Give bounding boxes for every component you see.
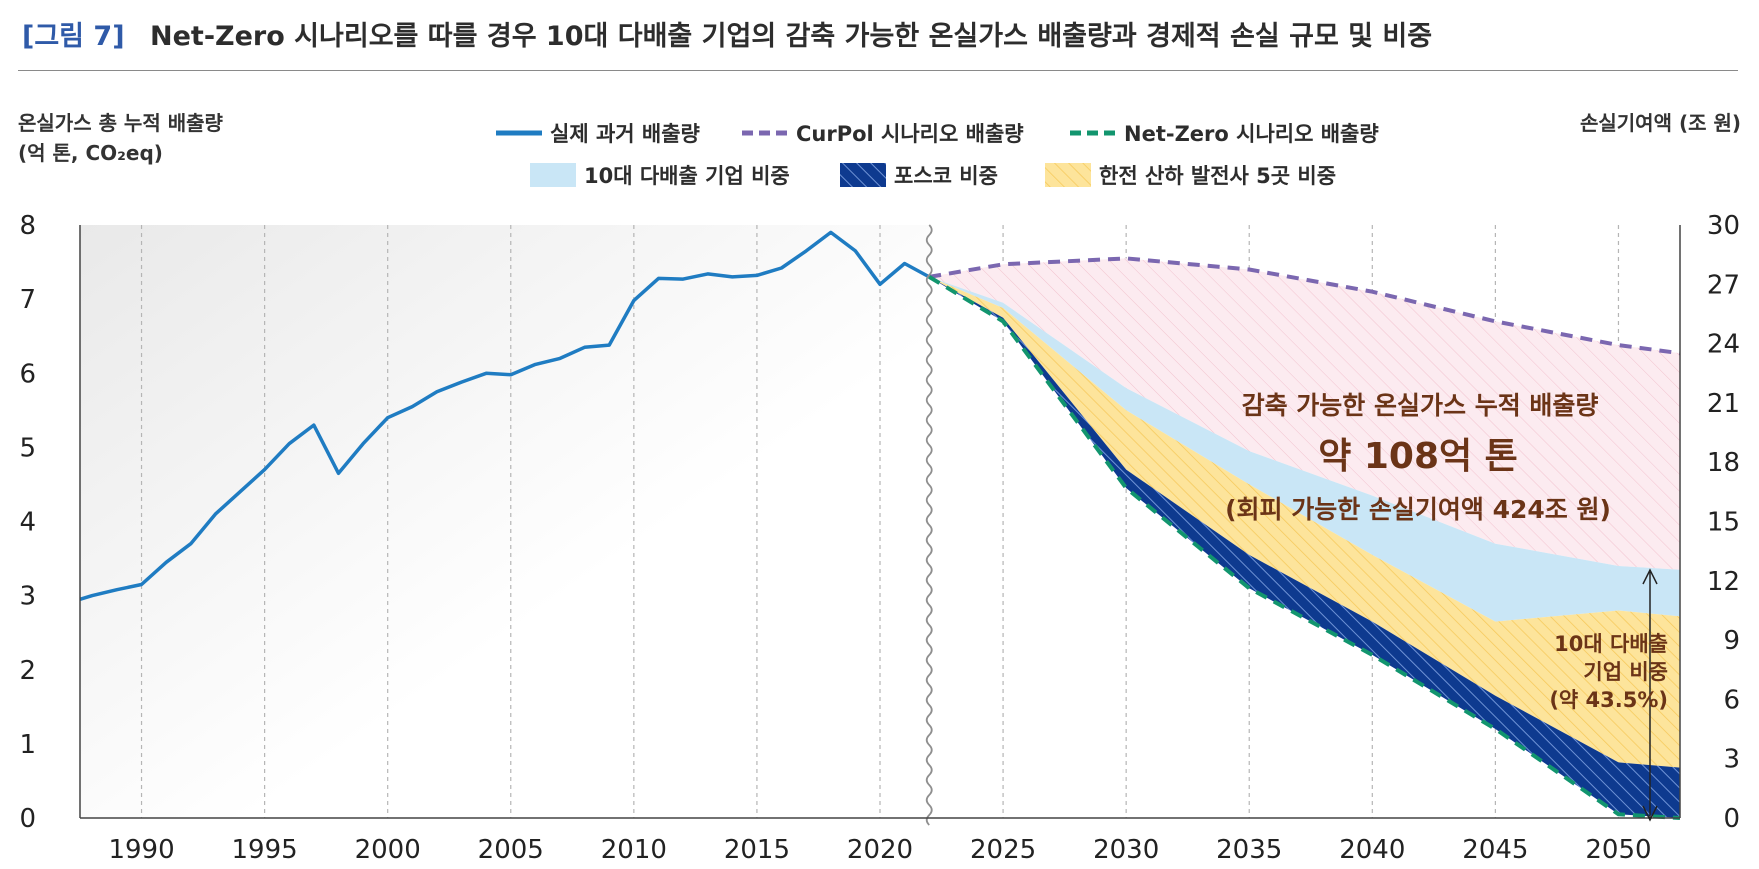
y-tick-5: 5 [19,433,36,463]
tick-labels: 1990 1995 2000 2005 2010 2015 2020 2025 2030 2035… [19,211,1740,865]
y2-tick-3: 3 [1723,745,1740,775]
legend-swatch-kepco [1045,163,1091,187]
x-tick-2050: 2050 [1585,835,1651,865]
y-tick-3: 3 [19,582,36,612]
x-tick-2040: 2040 [1339,835,1405,865]
legend-swatch-posco [840,163,886,187]
legend-label-netzero: Net-Zero 시나리오 배출량 [1124,122,1379,146]
y2-tick-18: 18 [1707,448,1740,478]
y2-tick-24: 24 [1707,330,1740,360]
x-tick-2020: 2020 [847,835,913,865]
legend-label-top10: 10대 다배출 기업 비중 [584,164,790,188]
plot-shade [80,225,930,818]
x-tick-1990: 1990 [108,835,174,865]
y2-tick-27: 27 [1707,270,1740,300]
share-areas [929,258,1680,818]
y2-tick-15: 15 [1707,508,1740,538]
share-arrow-head-bottom [1642,805,1658,822]
legend-swatch-top10 [530,163,576,187]
curpol-scenario-line [928,256,1681,356]
posco-share-area [929,276,1680,818]
series-lines [79,224,1681,826]
legend-label-kepco: 한전 산하 발전사 5곳 비중 [1099,164,1336,188]
y-tick-4: 4 [19,508,36,538]
x-tick-2000: 2000 [355,835,421,865]
share-label-line1: 10대 다배출 [1554,632,1668,656]
x-tick-2015: 2015 [724,835,790,865]
top10-share-area [929,276,1680,622]
x-tick-2005: 2005 [478,835,544,865]
y2-tick-21: 21 [1707,389,1740,419]
y-tick-6: 6 [19,359,36,389]
avoidable-subtitle: (회피 가능한 손실기여액 424조 원) [1225,495,1611,524]
left-axis-title-line2: (억 톤, CO₂eq) [18,141,163,165]
actual-emissions-line [79,230,931,601]
share-label-line3: (약 43.5%) [1549,688,1668,712]
netzero-scenario-line [928,275,1681,820]
x-tick-2045: 2045 [1462,835,1528,865]
x-tick-2035: 2035 [1216,835,1282,865]
y2-tick-9: 9 [1723,626,1740,656]
legend-label-curpol: CurPol 시나리오 배출량 [796,122,1024,146]
y2-tick-30: 30 [1707,211,1740,241]
left-axis-title: 온실가스 총 누적 배출량 (억 톤, CO₂eq) [18,108,223,168]
y-tick-7: 7 [19,285,36,315]
left-axis-title-line1: 온실가스 총 누적 배출량 [18,111,223,135]
x-tick-2030: 2030 [1093,835,1159,865]
kepco-share-area [929,276,1680,768]
axis-break-line [925,224,933,826]
y-tick-2: 2 [19,656,36,686]
avoidable-title: 감축 가능한 온실가스 누적 배출량 [1242,391,1599,420]
y2-tick-6: 6 [1723,685,1740,715]
figure-label: [그림 7] [22,21,125,52]
y-tick-0: 0 [19,804,36,834]
plot-background [80,225,930,818]
x-tick-2025: 2025 [970,835,1036,865]
share-label-line2: 기업 비중 [1583,660,1668,684]
x-tick-2010: 2010 [601,835,667,865]
y-tick-8: 8 [19,211,36,241]
legend-label-actual: 실제 과거 배출량 [550,122,700,146]
title-bar: [그림 7] Net-Zero 시나리오를 따를 경우 10대 다배출 기업의 … [18,8,1738,71]
figure-title: Net-Zero 시나리오를 따를 경우 10대 다배출 기업의 감축 가능한 … [150,21,1433,52]
x-tick-1995: 1995 [232,835,298,865]
y2-tick-0: 0 [1723,804,1740,834]
y2-tick-12: 12 [1707,567,1740,597]
legend-label-posco: 포스코 비중 [894,164,998,188]
share-arrow-head-top [1642,568,1658,585]
right-axis-title: 손실기여액 (조 원) [1579,111,1741,135]
y-tick-1: 1 [19,730,36,760]
axes [79,225,1681,819]
legend: 실제 과거 배출량 CurPol 시나리오 배출량 Net-Zero 시나리오 배출… [496,122,1379,188]
annotations: 감축 가능한 온실가스 누적 배출량 약 108억 톤 (회피 가능한 손실기여… [1225,391,1668,822]
avoidable-value: 약 108억 톤 [1318,436,1518,477]
avoidable-area [929,258,1680,570]
